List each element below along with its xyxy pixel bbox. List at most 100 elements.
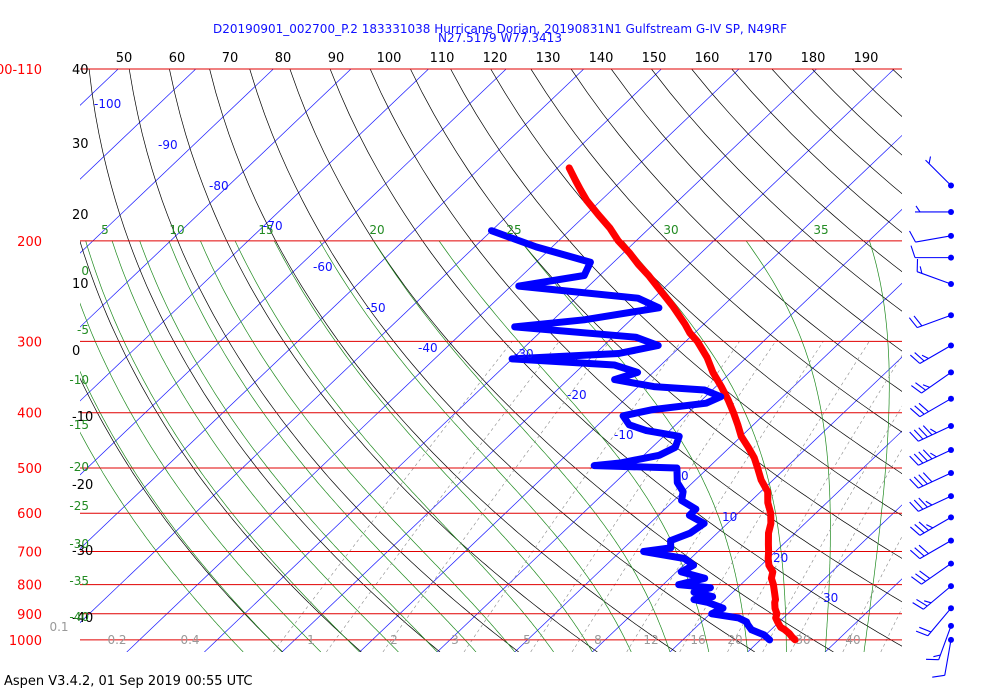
temperature-point bbox=[645, 272, 652, 279]
dewpoint-point bbox=[709, 593, 716, 600]
background-grid bbox=[80, 69, 1000, 652]
moist-adiabat-label: -20 bbox=[69, 460, 89, 474]
dewpoint-point bbox=[708, 610, 715, 617]
isotherm-label: 0 bbox=[681, 469, 689, 483]
wind-barb bbox=[925, 156, 954, 189]
temperature-point bbox=[686, 329, 694, 337]
mixing-ratio-line bbox=[880, 607, 902, 652]
temperature-point bbox=[786, 630, 793, 637]
top-temp-tick-label: 140 bbox=[589, 51, 614, 66]
dewpoint-point bbox=[611, 361, 618, 369]
dry-adiabat-line bbox=[490, 69, 902, 475]
dewpoint-point bbox=[643, 427, 650, 434]
dry-adiabat-line bbox=[289, 69, 834, 652]
isotherm-label: -80 bbox=[209, 179, 229, 193]
chart-title-line2: N27.5179 W77.3413 bbox=[438, 31, 562, 45]
top-temp-tick-label: 150 bbox=[642, 51, 667, 66]
isotherm-line bbox=[80, 69, 507, 476]
wind-barb bbox=[909, 469, 954, 489]
temperature-point bbox=[767, 510, 774, 517]
top-temp-tick-label: 110 bbox=[430, 51, 455, 66]
wind-barb bbox=[909, 447, 954, 466]
moist-adiabat-label: -30 bbox=[69, 537, 89, 551]
temperature-point bbox=[626, 249, 633, 257]
dewpoint-point bbox=[488, 227, 495, 234]
temperature-point bbox=[758, 476, 765, 484]
dry-adiabat-label: 20 bbox=[369, 223, 384, 237]
dewpoint-point bbox=[690, 596, 698, 603]
temperature-point bbox=[765, 541, 772, 548]
temperature-point bbox=[718, 383, 725, 390]
mixing-ratio-line bbox=[727, 354, 902, 652]
mixing-ratio-label: 30 bbox=[795, 633, 810, 647]
dewpoint-point bbox=[611, 376, 618, 383]
isotherm-label: 10 bbox=[722, 510, 737, 524]
dry-adiabat-line bbox=[651, 69, 902, 312]
left-temp-tick-label: -10 bbox=[72, 410, 93, 425]
top-temp-tick-label: 90 bbox=[328, 51, 345, 66]
wind-barb bbox=[909, 422, 954, 442]
dewpoint-point bbox=[701, 386, 708, 394]
pressure-label: 400 bbox=[17, 407, 42, 422]
dry-adiabat-line bbox=[80, 377, 283, 652]
moist-adiabat-line bbox=[622, 240, 787, 652]
isotherm-line bbox=[80, 69, 584, 550]
dewpoint-point bbox=[650, 383, 657, 390]
pressure-label: 900 bbox=[17, 608, 42, 623]
isotherm-line bbox=[80, 69, 662, 624]
mixing-ratio-label: 12 bbox=[643, 633, 658, 647]
dewpoint-point bbox=[686, 512, 693, 519]
isotherm-line bbox=[126, 69, 740, 652]
dewpoint-point bbox=[672, 444, 679, 451]
temperature-point bbox=[768, 575, 775, 582]
left-temp-tick-label: 10 bbox=[72, 277, 89, 292]
mixing-ratio-line bbox=[463, 341, 682, 652]
dewpoint-point bbox=[704, 599, 712, 606]
mixing-ratio-line bbox=[530, 341, 740, 652]
moist-adiabat-label: -15 bbox=[69, 418, 89, 432]
temperature-point bbox=[635, 261, 642, 268]
moist-adiabat-line bbox=[80, 370, 283, 652]
mixing-ratio-label: 2 bbox=[390, 633, 398, 647]
temperature-point bbox=[771, 605, 779, 612]
isotherm-label: -20 bbox=[567, 388, 587, 402]
moist-adiabat-line bbox=[520, 240, 748, 652]
pressure-label: 100-110 bbox=[0, 63, 42, 78]
temperature-point bbox=[709, 369, 717, 376]
dry-adiabat-line bbox=[530, 69, 902, 433]
isotherm-label: -30 bbox=[514, 347, 534, 361]
isotherm-label: 30 bbox=[823, 591, 838, 605]
moist-adiabat-line bbox=[373, 240, 671, 652]
mixing-ratio-label: 3 bbox=[451, 633, 459, 647]
wind-barbs bbox=[908, 156, 954, 678]
dewpoint-point bbox=[743, 618, 750, 626]
temperature-point bbox=[566, 164, 573, 172]
dewpoint-point bbox=[690, 589, 698, 596]
isotherm-label: -70 bbox=[263, 219, 283, 233]
moist-adiabat-line bbox=[234, 240, 554, 652]
wind-barb bbox=[909, 230, 954, 243]
isotherm-line bbox=[980, 69, 1000, 652]
isotherm-label: -60 bbox=[313, 260, 333, 274]
dewpoint-point bbox=[717, 393, 724, 400]
mixing-ratio-label: 0.2 bbox=[107, 633, 126, 647]
temperature-point bbox=[606, 224, 614, 232]
dewpoint-point bbox=[686, 529, 694, 537]
dry-adiabat-line bbox=[80, 240, 362, 652]
dry-adiabat-line bbox=[410, 69, 902, 559]
dewpoint-point bbox=[690, 562, 697, 569]
isotherm-line bbox=[359, 134, 902, 652]
pressure-label: 700 bbox=[17, 545, 42, 560]
wind-barb bbox=[911, 560, 954, 585]
footer-version: Aspen V3.4.2, 01 Sep 2019 00:55 UTC bbox=[4, 674, 253, 689]
moist-adiabat-line bbox=[438, 240, 710, 652]
pressure-label: 600 bbox=[17, 507, 42, 522]
top-temp-tick-label: 50 bbox=[116, 51, 133, 66]
dry-adiabat-line bbox=[973, 69, 1000, 652]
temperature-point bbox=[730, 409, 737, 416]
mixing-ratio-line bbox=[626, 341, 824, 652]
mixing-ratio-line bbox=[790, 448, 902, 652]
wind-barb bbox=[908, 312, 954, 329]
moist-adiabat-line bbox=[863, 240, 890, 652]
dry-adiabat-line bbox=[892, 69, 902, 79]
